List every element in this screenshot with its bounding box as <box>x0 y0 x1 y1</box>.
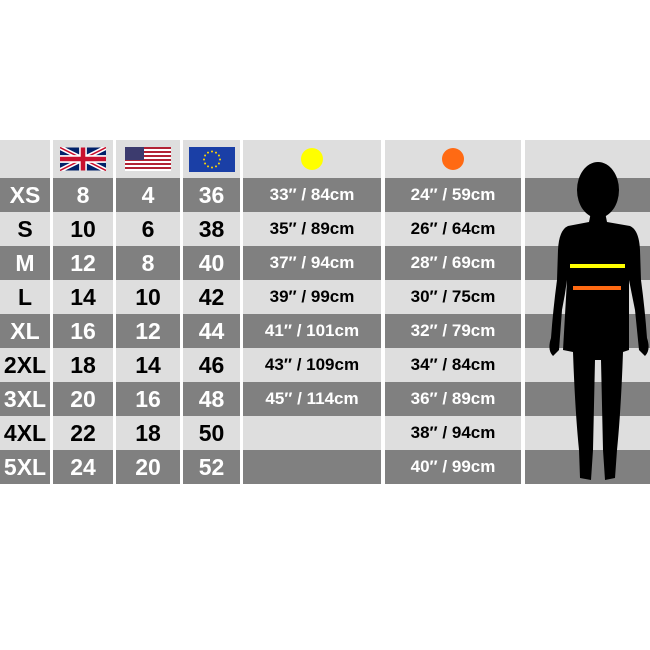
header-size <box>0 140 50 178</box>
cell-size: XS <box>0 178 50 212</box>
star-icon <box>217 154 220 156</box>
cell-us: 16 <box>116 382 180 416</box>
cell-us: 20 <box>116 450 180 484</box>
cell-waist: 28″ / 69cm <box>385 246 521 280</box>
cell-us: 12 <box>116 314 180 348</box>
size-row-s: S 10 6 38 35″ / 89cm 26″ / 64cm <box>0 212 650 246</box>
cell-us: 8 <box>116 246 180 280</box>
cell-bust: 45″ / 114cm <box>243 382 381 416</box>
cell-size: 2XL <box>0 348 50 382</box>
star-icon <box>203 162 206 164</box>
cell-us: 4 <box>116 178 180 212</box>
cell-eu: 46 <box>183 348 240 382</box>
cell-us: 10 <box>116 280 180 314</box>
cell-bust <box>243 450 381 484</box>
yellow-dot-icon <box>301 148 323 170</box>
cell-bust: 43″ / 109cm <box>243 348 381 382</box>
cell-size: 4XL <box>0 416 50 450</box>
cell-uk: 10 <box>53 212 113 246</box>
eu-flag-icon <box>188 146 235 172</box>
cell-waist: 24″ / 59cm <box>385 178 521 212</box>
cell-waist: 26″ / 64cm <box>385 212 521 246</box>
cell-bust: 35″ / 89cm <box>243 212 381 246</box>
cell-bust: 37″ / 94cm <box>243 246 381 280</box>
cell-waist: 38″ / 94cm <box>385 416 521 450</box>
cell-size: XL <box>0 314 50 348</box>
cell-waist: 34″ / 84cm <box>385 348 521 382</box>
cell-uk: 8 <box>53 178 113 212</box>
star-icon <box>210 150 213 152</box>
size-row-2xl: 2XL 18 14 46 43″ / 109cm 34″ / 84cm <box>0 348 650 382</box>
header-waist <box>385 140 521 178</box>
cell-us: 6 <box>116 212 180 246</box>
cell-waist: 36″ / 89cm <box>385 382 521 416</box>
uk-flag-icon <box>60 147 106 171</box>
cell-uk: 12 <box>53 246 113 280</box>
star-icon <box>203 154 206 156</box>
cell-us: 14 <box>116 348 180 382</box>
cell-uk: 24 <box>53 450 113 484</box>
cell-us: 18 <box>116 416 180 450</box>
star-icon <box>206 164 209 167</box>
cell-eu: 38 <box>183 212 240 246</box>
cell-eu: 48 <box>183 382 240 416</box>
cell-eu: 40 <box>183 246 240 280</box>
cell-waist: 32″ / 79cm <box>385 314 521 348</box>
cell-uk: 22 <box>53 416 113 450</box>
star-icon <box>210 166 213 168</box>
cell-size: 5XL <box>0 450 50 484</box>
cell-bust <box>243 416 381 450</box>
header-eu <box>183 140 240 178</box>
star-icon <box>202 158 205 160</box>
cell-uk: 20 <box>53 382 113 416</box>
size-row-l: L 14 10 42 39″ / 99cm 30″ / 75cm <box>0 280 650 314</box>
cell-waist: 30″ / 75cm <box>385 280 521 314</box>
us-flag-icon <box>125 147 171 171</box>
header-row <box>0 140 650 178</box>
cell-eu: 44 <box>183 314 240 348</box>
cell-uk: 16 <box>53 314 113 348</box>
star-icon <box>218 158 221 160</box>
bust-line <box>570 264 625 268</box>
star-icon <box>214 151 217 154</box>
waist-line <box>573 286 621 290</box>
header-uk <box>53 140 113 178</box>
cell-uk: 18 <box>53 348 113 382</box>
cell-eu: 36 <box>183 178 240 212</box>
star-icon <box>214 164 217 167</box>
cell-bust: 33″ / 84cm <box>243 178 381 212</box>
cell-eu: 42 <box>183 280 240 314</box>
size-row-5xl: 5XL 24 20 52 40″ / 99cm <box>0 450 650 484</box>
cell-size: L <box>0 280 50 314</box>
header-bust <box>243 140 381 178</box>
cell-waist: 40″ / 99cm <box>385 450 521 484</box>
header-us <box>116 140 180 178</box>
size-row-4xl: 4XL 22 18 50 38″ / 94cm <box>0 416 650 450</box>
cell-eu: 50 <box>183 416 240 450</box>
woman-silhouette-icon <box>549 162 649 480</box>
cell-eu: 52 <box>183 450 240 484</box>
cell-bust: 41″ / 101cm <box>243 314 381 348</box>
cell-uk: 14 <box>53 280 113 314</box>
cell-size: M <box>0 246 50 280</box>
cell-bust: 39″ / 99cm <box>243 280 381 314</box>
star-icon <box>217 162 220 164</box>
star-icon <box>206 151 209 154</box>
cell-size: 3XL <box>0 382 50 416</box>
cell-size: S <box>0 212 50 246</box>
orange-dot-icon <box>442 148 464 170</box>
